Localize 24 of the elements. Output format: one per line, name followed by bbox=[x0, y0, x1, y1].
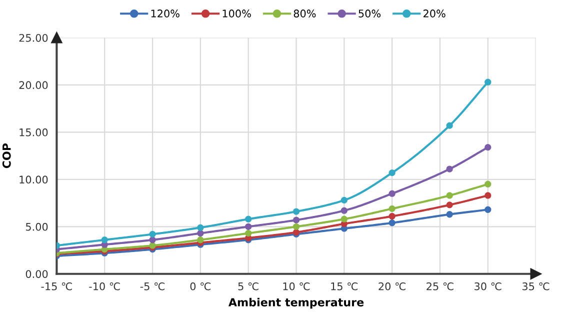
y-tick-label: 25.00 bbox=[19, 34, 48, 42]
y-tick-label: 5.00 bbox=[26, 222, 48, 231]
y-tick-label: 20.00 bbox=[19, 81, 48, 90]
x-tick-label: 5 ℃ bbox=[238, 282, 258, 290]
x-axis-title: Ambient temperature bbox=[228, 298, 364, 309]
x-tick-label: 10 ℃ bbox=[283, 282, 310, 290]
x-tick-label: 35 ℃ bbox=[522, 282, 550, 290]
x-tick-label: -10 ℃ bbox=[89, 282, 120, 290]
legend-label: 100% bbox=[222, 10, 251, 18]
legend-label: 20% bbox=[424, 10, 446, 18]
legend-label: 120% bbox=[151, 10, 180, 18]
legend-label: 50% bbox=[358, 10, 381, 18]
x-tick-label: 20 ℃ bbox=[378, 282, 406, 290]
x-tick-label: 15 ℃ bbox=[331, 282, 358, 290]
y-tick-label: 15.00 bbox=[20, 128, 48, 136]
y-tick-label: 10.00 bbox=[20, 176, 48, 184]
x-tick-label: 0 ℃ bbox=[190, 282, 211, 290]
y-axis-title: COP bbox=[2, 143, 11, 168]
y-tick-label: 0.00 bbox=[26, 270, 48, 278]
legend-label: 80% bbox=[294, 10, 316, 18]
x-tick-label: 25 ℃ bbox=[426, 282, 454, 290]
x-tick-label: -15 ℃ bbox=[41, 282, 72, 290]
x-tick-label: -5 ℃ bbox=[140, 282, 164, 290]
x-tick-label: 30 ℃ bbox=[474, 282, 502, 290]
